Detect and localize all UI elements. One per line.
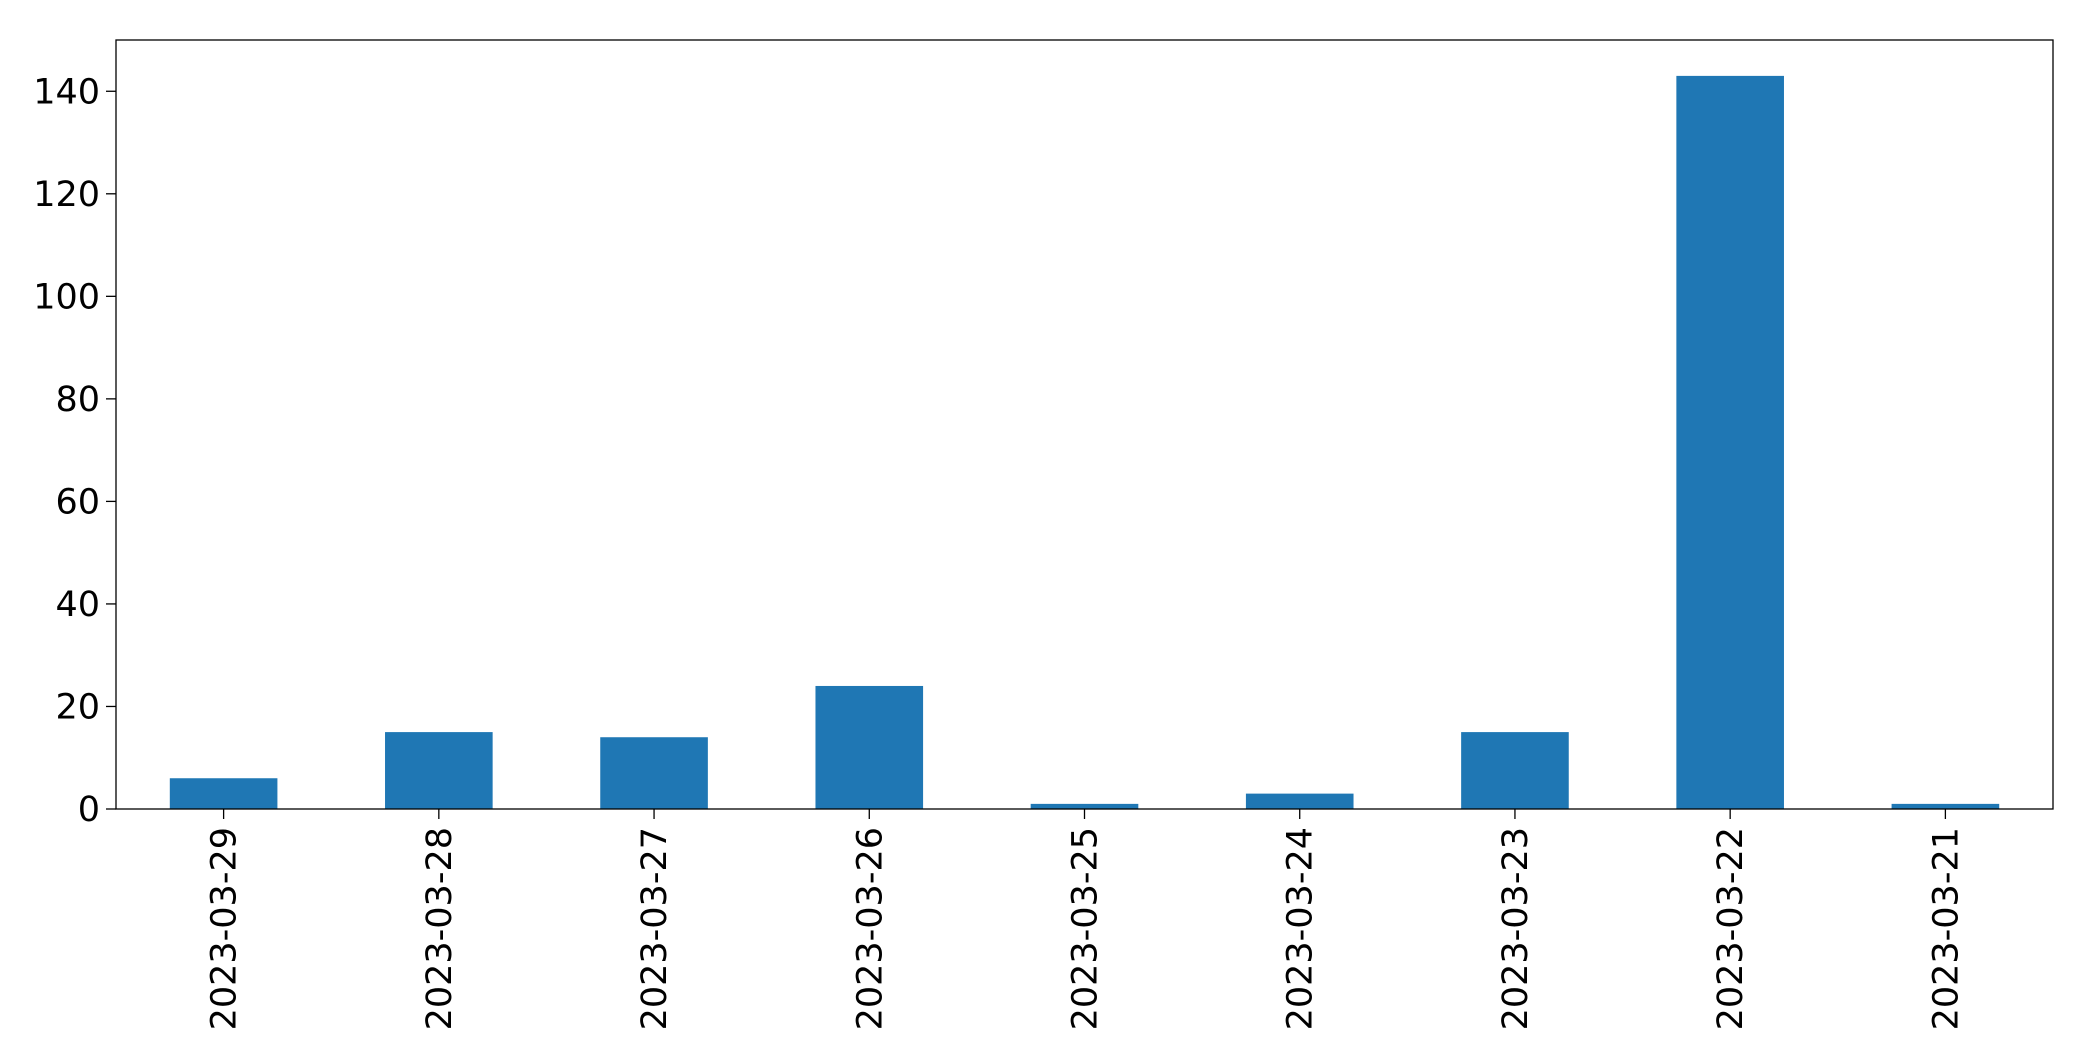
x-tick-label: 2023-03-24 (1281, 827, 1321, 1030)
x-tick-label: 2023-03-21 (1926, 827, 1966, 1030)
bar (1891, 803, 2000, 809)
bar (385, 732, 493, 809)
y-tick-label: 140 (33, 72, 100, 112)
x-tick-label: 2023-03-27 (635, 827, 675, 1030)
x-tick-label: 2023-03-29 (205, 827, 245, 1030)
y-tick-label: 40 (55, 585, 100, 625)
y-tick-label: 60 (55, 482, 100, 522)
x-tick-label: 2023-03-23 (1496, 827, 1536, 1030)
bar (1030, 803, 1139, 809)
bar (169, 778, 278, 809)
bar (600, 737, 708, 809)
plot-frame (115, 39, 2054, 810)
bar (1245, 793, 1354, 809)
y-tick-label: 80 (55, 380, 100, 420)
x-tick-label: 2023-03-22 (1711, 827, 1751, 1030)
x-tick-label: 2023-03-25 (1066, 827, 1106, 1030)
bar (1676, 75, 1784, 810)
y-tick-label: 20 (55, 687, 100, 727)
bar (815, 685, 924, 809)
x-tick-label: 2023-03-28 (420, 827, 460, 1030)
y-tick-label: 120 (33, 175, 100, 215)
y-tick-label: 0 (78, 790, 100, 830)
y-tick-label: 100 (33, 277, 100, 317)
x-tick-label: 2023-03-26 (850, 827, 890, 1030)
bar (1461, 732, 1569, 809)
